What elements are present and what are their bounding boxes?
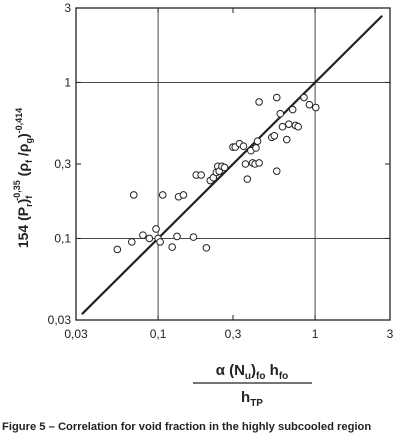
data-point-34 [253, 137, 262, 146]
data-point-4 [145, 234, 154, 243]
y-tick-label-1: 0,1 [54, 231, 71, 245]
data-point-12 [179, 191, 188, 199]
data-point-49 [305, 100, 314, 109]
x-tick-label-1: 0,1 [150, 327, 167, 341]
data-point-7 [156, 238, 164, 246]
x-tick-label-2: 0,3 [225, 327, 242, 341]
y-axis-label: 154 (Pr)f-0,35 (ρf /ρg)-0,414 [12, 108, 34, 248]
data-point-9 [168, 243, 177, 251]
data-point-2 [129, 191, 138, 199]
gridlines [76, 8, 390, 320]
x-axis-label-denominator: hTP [241, 389, 263, 409]
data-point-42 [278, 122, 287, 131]
x-tick-labels: 0,03 0,1 0,3 1 3 [64, 327, 393, 341]
data-point-28 [241, 160, 250, 168]
data-point-1 [127, 238, 136, 246]
data-point-35 [255, 159, 263, 167]
data-points [113, 93, 320, 254]
data-point-39 [272, 93, 281, 102]
figure-caption: Figure 5 – Correlation for void fraction… [2, 421, 372, 433]
data-point-3 [139, 231, 147, 239]
x-tick-label-0: 0,03 [64, 327, 88, 341]
data-point-8 [158, 191, 167, 199]
data-point-45 [288, 105, 297, 114]
data-point-36 [255, 98, 263, 106]
data-point-50 [311, 103, 320, 112]
x-tick-label-3: 1 [312, 327, 319, 341]
data-point-48 [300, 93, 308, 102]
data-point-44 [284, 120, 293, 128]
data-point-27 [239, 142, 248, 151]
y-tick-label-4: 3 [64, 1, 71, 15]
data-point-15 [197, 171, 205, 179]
data-point-0 [113, 245, 122, 254]
data-point-23 [220, 163, 229, 172]
data-point-41 [276, 109, 285, 118]
data-point-40 [272, 167, 281, 175]
y-tick-labels: 0,03 0,1 0,3 1 3 [48, 1, 72, 327]
data-point-29 [243, 175, 252, 183]
data-point-10 [173, 232, 181, 241]
data-point-47 [294, 122, 302, 131]
data-point-33 [252, 144, 260, 152]
y-tick-label-0: 0,03 [48, 313, 72, 327]
y-tick-label-2: 0,3 [54, 157, 71, 171]
data-point-38 [270, 131, 279, 140]
data-point-43 [282, 135, 291, 144]
data-point-16 [202, 244, 211, 252]
data-point-13 [189, 233, 198, 241]
data-point-5 [152, 225, 160, 233]
y-tick-label-3: 1 [64, 75, 71, 89]
fit-line [81, 15, 383, 315]
x-axis-label-numerator: α (Nu)fo hfo [216, 362, 289, 382]
axis-ticks [75, 7, 391, 321]
x-tick-label-4: 3 [387, 327, 394, 341]
